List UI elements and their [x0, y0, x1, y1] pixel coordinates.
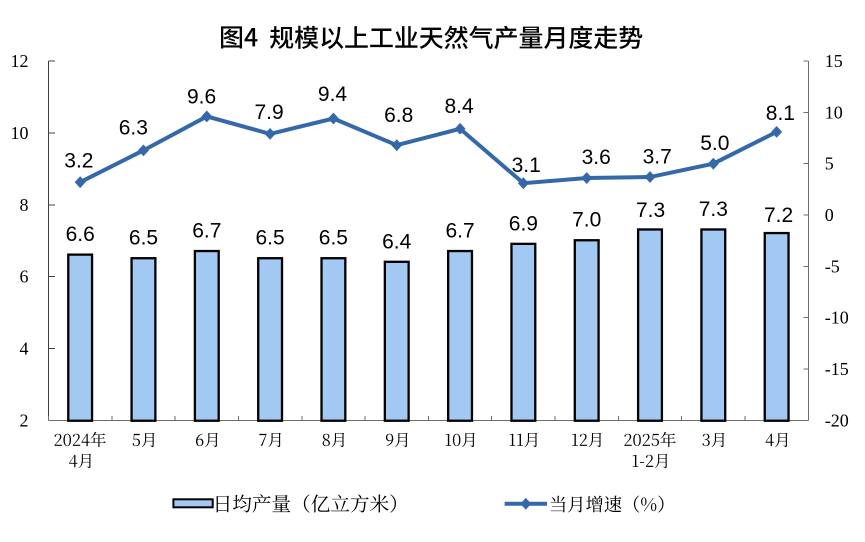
svg-text:8.1: 8.1 — [766, 102, 795, 125]
svg-text:-15: -15 — [825, 359, 849, 379]
svg-text:3.6: 3.6 — [582, 146, 611, 169]
svg-text:7.2: 7.2 — [764, 204, 793, 227]
svg-text:4: 4 — [20, 339, 29, 359]
svg-text:6.7: 6.7 — [192, 220, 221, 243]
svg-text:15: 15 — [825, 51, 843, 71]
svg-text:9.4: 9.4 — [318, 83, 348, 106]
svg-text:6.5: 6.5 — [129, 227, 158, 250]
svg-text:7.0: 7.0 — [572, 209, 601, 232]
svg-text:-10: -10 — [825, 308, 849, 328]
svg-text:3.1: 3.1 — [512, 154, 541, 177]
svg-text:8.4: 8.4 — [444, 95, 474, 118]
svg-text:-5: -5 — [825, 256, 840, 276]
svg-text:3.2: 3.2 — [64, 150, 93, 173]
svg-text:6: 6 — [20, 267, 29, 287]
svg-text:9.6: 9.6 — [187, 86, 216, 109]
svg-text:3.7: 3.7 — [643, 146, 672, 169]
svg-text:7.3: 7.3 — [636, 199, 665, 222]
svg-text:0: 0 — [825, 205, 834, 225]
svg-text:2: 2 — [20, 410, 29, 430]
svg-text:6.8: 6.8 — [384, 104, 413, 127]
svg-text:6.3: 6.3 — [119, 117, 148, 140]
svg-text:6.4: 6.4 — [382, 230, 412, 253]
svg-text:6.5: 6.5 — [319, 227, 348, 250]
svg-text:5.0: 5.0 — [700, 132, 729, 155]
svg-text:10: 10 — [11, 123, 29, 143]
svg-text:8: 8 — [20, 195, 29, 215]
svg-text:7.9: 7.9 — [254, 101, 283, 124]
svg-text:6.7: 6.7 — [445, 220, 474, 243]
svg-text:7.3: 7.3 — [699, 198, 728, 221]
svg-text:6.5: 6.5 — [255, 227, 284, 250]
svg-text:5: 5 — [825, 154, 834, 174]
svg-text:6.9: 6.9 — [509, 212, 538, 235]
svg-text:-20: -20 — [825, 410, 849, 430]
svg-text:10: 10 — [825, 102, 843, 122]
svg-text:12: 12 — [11, 51, 29, 71]
svg-text:6.6: 6.6 — [66, 223, 95, 246]
